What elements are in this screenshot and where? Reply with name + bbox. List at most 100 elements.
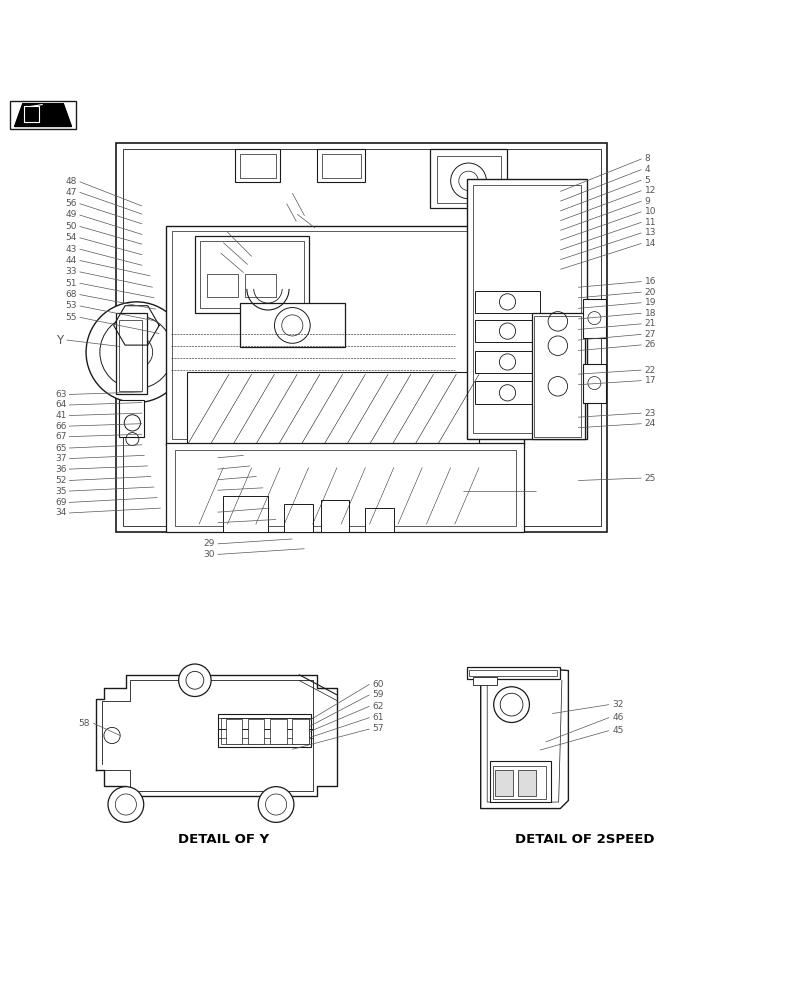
- Bar: [430, 149, 507, 208]
- Text: 48: 48: [66, 177, 77, 186]
- Text: 52: 52: [55, 476, 67, 485]
- Text: 54: 54: [66, 233, 77, 242]
- Circle shape: [178, 664, 211, 697]
- Text: 31: 31: [203, 518, 214, 527]
- Bar: [116, 143, 607, 532]
- Bar: [474, 320, 539, 342]
- Text: 67: 67: [55, 432, 67, 441]
- Text: 36: 36: [55, 465, 67, 474]
- Text: 35: 35: [55, 487, 67, 496]
- Bar: [239, 154, 276, 178]
- Text: 50: 50: [66, 222, 77, 231]
- Text: 25: 25: [644, 474, 655, 483]
- Text: 22: 22: [644, 366, 655, 375]
- Bar: [270, 719, 286, 744]
- Text: 33: 33: [66, 267, 77, 276]
- Text: 24: 24: [644, 419, 655, 428]
- Text: 10: 10: [644, 207, 655, 216]
- Text: 55: 55: [66, 313, 77, 322]
- Text: 60: 60: [372, 680, 384, 689]
- Bar: [187, 372, 478, 445]
- Bar: [365, 508, 393, 532]
- Text: 37: 37: [55, 454, 67, 463]
- Text: 65: 65: [55, 444, 67, 453]
- Text: 2: 2: [218, 228, 224, 237]
- Bar: [172, 231, 517, 439]
- Text: 69: 69: [55, 498, 67, 507]
- Text: 39: 39: [203, 475, 214, 484]
- Bar: [284, 504, 312, 532]
- Text: 40: 40: [203, 486, 214, 495]
- Text: 49: 49: [66, 210, 77, 219]
- Bar: [517, 770, 535, 796]
- Bar: [492, 766, 545, 799]
- Text: 55: 55: [203, 453, 214, 462]
- Text: 5: 5: [644, 176, 650, 185]
- Text: 30: 30: [203, 550, 214, 559]
- Bar: [245, 274, 276, 297]
- Text: 19: 19: [644, 298, 655, 307]
- Text: 41: 41: [55, 411, 67, 420]
- Text: 3: 3: [288, 210, 294, 219]
- Bar: [122, 149, 600, 526]
- Bar: [221, 718, 308, 744]
- Bar: [320, 500, 349, 532]
- Bar: [10, 101, 76, 129]
- Bar: [466, 179, 586, 439]
- Text: 63: 63: [55, 390, 67, 399]
- Bar: [166, 226, 523, 445]
- Text: 17: 17: [644, 376, 655, 385]
- Bar: [235, 149, 280, 182]
- Circle shape: [86, 302, 187, 403]
- Bar: [217, 714, 311, 747]
- Text: 42: 42: [206, 249, 217, 258]
- Bar: [116, 313, 147, 394]
- Text: 27: 27: [644, 330, 655, 339]
- Text: 47: 47: [66, 188, 77, 197]
- Text: 51: 51: [66, 279, 77, 288]
- Bar: [466, 667, 560, 679]
- Text: 26: 26: [644, 340, 655, 349]
- Text: DETAIL OF 2SPEED: DETAIL OF 2SPEED: [514, 833, 654, 846]
- Bar: [225, 719, 242, 744]
- Circle shape: [258, 787, 294, 822]
- Bar: [436, 156, 500, 203]
- Polygon shape: [15, 104, 71, 126]
- Bar: [200, 241, 303, 308]
- Text: 21: 21: [644, 319, 655, 328]
- Bar: [321, 154, 360, 178]
- Text: 61: 61: [372, 713, 384, 722]
- Bar: [582, 364, 605, 403]
- Text: 1: 1: [214, 238, 220, 247]
- Bar: [534, 316, 581, 437]
- Bar: [474, 291, 539, 313]
- Bar: [223, 496, 268, 532]
- Bar: [174, 450, 515, 526]
- Bar: [531, 313, 584, 439]
- Bar: [489, 761, 551, 802]
- Bar: [247, 719, 264, 744]
- Text: 20: 20: [644, 288, 655, 297]
- Text: 44: 44: [66, 256, 77, 265]
- Text: DETAIL OF Y: DETAIL OF Y: [178, 833, 268, 846]
- Bar: [582, 299, 605, 338]
- Text: 32: 32: [611, 700, 623, 709]
- Bar: [292, 719, 308, 744]
- Bar: [472, 185, 581, 433]
- Text: 29: 29: [203, 539, 214, 548]
- Text: 45: 45: [611, 726, 623, 735]
- Text: 6: 6: [283, 189, 289, 198]
- Polygon shape: [96, 675, 337, 796]
- Bar: [166, 443, 523, 532]
- Bar: [316, 149, 365, 182]
- Bar: [495, 770, 513, 796]
- Text: 16: 16: [644, 277, 655, 286]
- Text: 59: 59: [372, 690, 384, 699]
- Bar: [195, 236, 308, 313]
- Text: 64: 64: [55, 400, 67, 409]
- Text: 9: 9: [644, 197, 650, 206]
- Text: 58: 58: [79, 719, 90, 728]
- Text: 53: 53: [66, 301, 77, 310]
- Text: 62: 62: [372, 702, 384, 711]
- Text: 56: 56: [66, 199, 77, 208]
